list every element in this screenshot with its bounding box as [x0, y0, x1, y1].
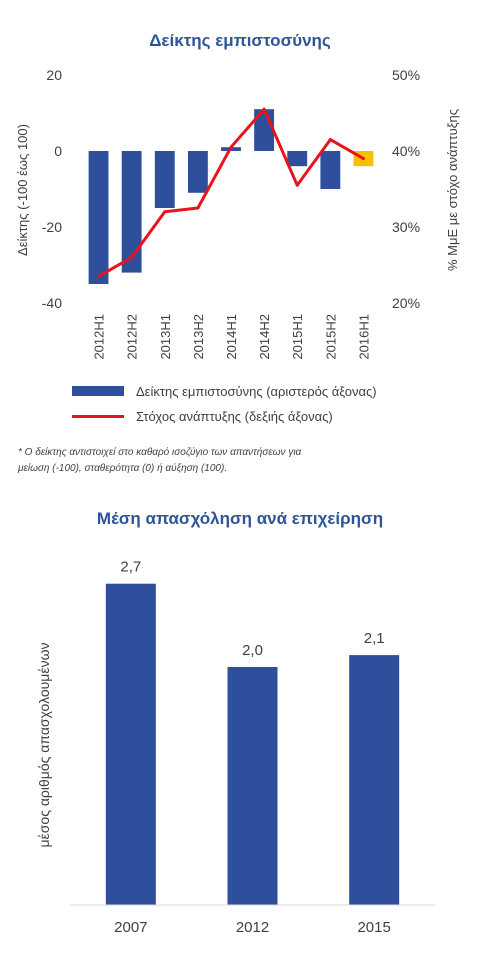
chart1-x-tick: 2016H1: [356, 314, 371, 360]
chart1-y2-axis-label: % ΜμΕ με στόχο ανάπτυξης: [445, 109, 460, 271]
legend-label-bar: Δείκτης εμπιστοσύνης (αριστερός άξονας): [136, 384, 377, 399]
chart2-x-tick: 2012: [236, 919, 269, 936]
chart1-line-point-2015H2: [328, 138, 332, 142]
chart1-bar-2015H2: [320, 151, 341, 189]
chart1-y-axis-label: Δείκτης (-100 έως 100): [15, 124, 30, 256]
chart2-bar-2015: [349, 655, 400, 905]
chart1-right-tick: 30%: [392, 219, 420, 235]
chart2-title: Μέση απασχόληση ανά επιχείρηση: [97, 509, 383, 528]
chart2-bars: [105, 583, 400, 905]
chart1-bar-2013H1: [154, 151, 175, 208]
chart1-bar-2012H1: [88, 151, 109, 284]
chart1-line-point-2014H1: [229, 145, 233, 149]
chart1-line-point-2012H1: [97, 274, 101, 278]
chart1-line-point-2015H1: [295, 183, 299, 187]
chart1-x-tick: 2013H2: [191, 314, 206, 360]
chart1-right-tick: 40%: [392, 143, 420, 159]
chart2-y-axis-label: μέσος αριθμός απασχολουμένων: [36, 642, 52, 847]
chart1-note-line1: * Ο δείκτης αντιστοιχεί στο καθαρό ισοζύ…: [18, 446, 302, 458]
legend-swatch-bar: [72, 386, 124, 396]
chart1-left-ticks: 20 0 -20 -40: [42, 67, 62, 311]
chart1-x-tick: 2012H1: [92, 314, 107, 360]
chart1-x-tick: 2015H2: [323, 314, 338, 360]
chart1-left-tick: 0: [54, 143, 62, 159]
chart1-right-tick: 20%: [392, 295, 420, 311]
chart1-bar-2013H2: [187, 151, 208, 193]
chart2-value-labels: 2,7 2,0 2,1: [120, 559, 384, 659]
chart1-line-point-2013H1: [163, 210, 167, 214]
chart1-line-point-2014H2: [262, 107, 266, 111]
chart1-line-point-2013H2: [196, 206, 200, 210]
chart2-bar-2012: [227, 667, 278, 905]
chart2-value-label: 2,1: [364, 630, 385, 647]
chart2-value-label: 2,0: [242, 642, 263, 659]
chart1-title: Δείκτης εμπιστοσύνης: [149, 31, 331, 50]
chart2-bar-2007: [105, 583, 156, 905]
chart1-right-tick: 50%: [392, 67, 420, 83]
chart1-left-tick: -40: [42, 295, 62, 311]
chart1-right-ticks: 50% 40% 30% 20%: [392, 67, 420, 311]
chart1-line: [97, 107, 365, 278]
chart1-x-tick: 2015H1: [290, 314, 305, 360]
chart1-left-tick: 20: [46, 67, 62, 83]
chart1-note-line2: μείωση (-100), σταθερότητα (0) ή αύξηση …: [17, 462, 227, 474]
chart1-x-tick: 2013H1: [158, 314, 173, 360]
chart1-x-tick: 2012H2: [125, 314, 140, 360]
chart1-x-tick: 2014H1: [224, 314, 239, 360]
chart1-line-point-2016H1: [361, 157, 365, 161]
chart1-bar-2012H2: [121, 151, 142, 273]
chart1-line-point-2012H2: [130, 255, 134, 259]
legend-swatch-line: [72, 415, 124, 418]
chart2-x-tick: 2007: [114, 919, 147, 936]
legend-label-line: Στόχος ανάπτυξης (δεξιής άξονας): [136, 409, 333, 424]
chart2-x-tick: 2015: [357, 919, 390, 936]
chart2-x-ticks: 2007 2012 2015: [114, 919, 391, 936]
chart1-left-tick: -20: [42, 219, 62, 235]
chart2-value-label: 2,7: [120, 559, 141, 576]
chart1-x-ticks: 2012H1 2012H2 2013H1 2013H2 2014H1 2014H2 2015…: [92, 314, 372, 360]
chart1-x-tick: 2014H2: [257, 314, 272, 360]
chart1-bar-2015H1: [287, 151, 308, 167]
